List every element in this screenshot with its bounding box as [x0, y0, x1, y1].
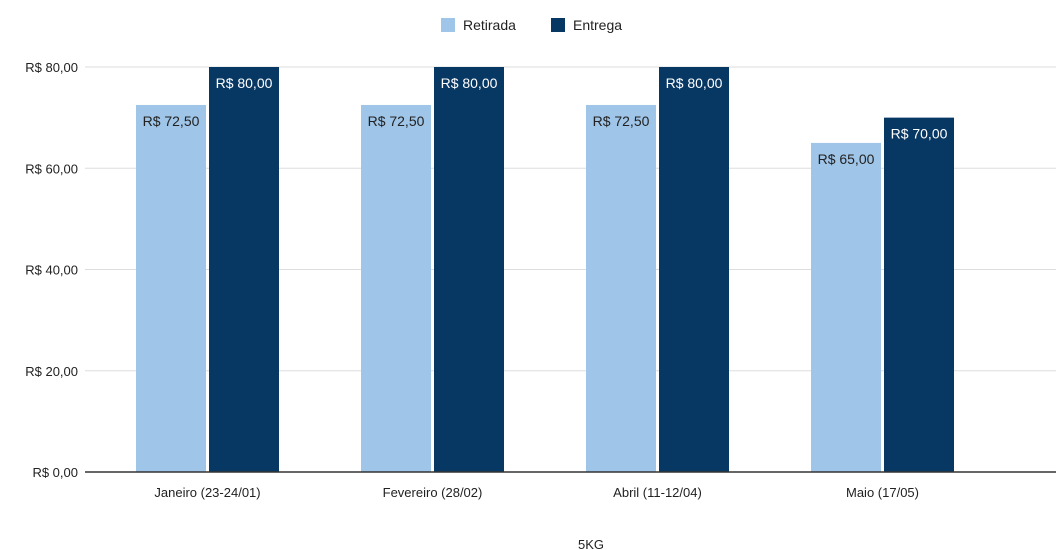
data-label: R$ 72,50: [368, 113, 425, 129]
data-label: R$ 80,00: [216, 75, 273, 91]
data-label: R$ 80,00: [666, 75, 723, 91]
y-tick-label: R$ 0,00: [32, 465, 78, 480]
x-tick-label: Maio (17/05): [846, 485, 919, 500]
legend-label-entrega: Entrega: [573, 17, 622, 33]
data-label: R$ 80,00: [441, 75, 498, 91]
bar-retirada: [811, 142, 881, 472]
bar-entrega: [209, 67, 279, 472]
x-tick-label: Janeiro (23-24/01): [154, 485, 260, 500]
bars: [85, 67, 1056, 473]
legend-swatch-entrega: [551, 18, 565, 32]
x-axis-tick-labels: Janeiro (23-24/01) Fevereiro (28/02) Abril…: [154, 485, 919, 500]
x-tick-label: Fevereiro (28/02): [383, 485, 483, 500]
bar-retirada: [361, 104, 431, 472]
x-axis-label: 5KG: [578, 537, 604, 550]
y-tick-label: R$ 80,00: [25, 60, 78, 75]
bar-retirada: [136, 104, 206, 472]
bar-entrega: [434, 67, 504, 472]
x-tick-label: Abril (11-12/04): [613, 485, 702, 500]
legend-label-retirada: Retirada: [463, 17, 516, 33]
data-label: R$ 70,00: [891, 126, 948, 142]
legend-swatch-retirada: [441, 18, 455, 32]
data-label: R$ 72,50: [143, 113, 200, 129]
data-labels: R$ 72,50 R$ 80,00 R$ 72,50 R$ 80,00 R$ 72,50…: [143, 75, 948, 167]
legend: Retirada Entrega: [441, 17, 622, 33]
y-tick-label: R$ 20,00: [25, 364, 78, 379]
data-label: R$ 65,00: [818, 151, 875, 167]
bar-retirada: [586, 104, 656, 472]
y-axis-tick-labels: R$ 0,00 R$ 20,00 R$ 40,00 R$ 60,00 R$ 80,00: [25, 60, 78, 480]
y-tick-label: R$ 40,00: [25, 263, 78, 278]
bar-entrega: [884, 117, 954, 472]
bar-entrega: [659, 67, 729, 472]
data-label: R$ 72,50: [593, 113, 650, 129]
y-tick-label: R$ 60,00: [25, 161, 78, 176]
